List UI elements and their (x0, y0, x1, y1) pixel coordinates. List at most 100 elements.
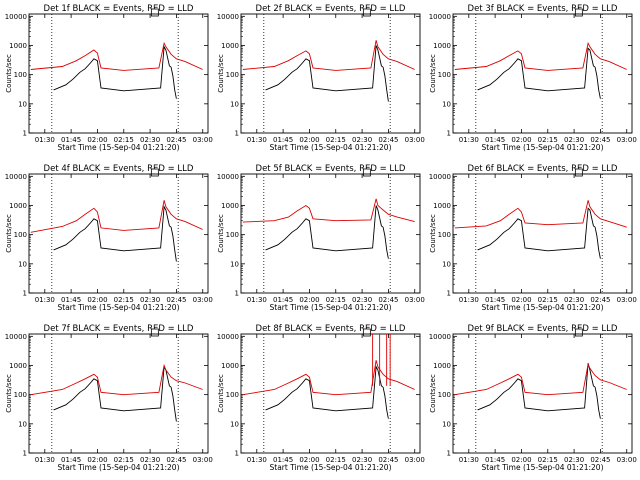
plot-frame (28, 13, 209, 134)
x-tick-label: 02:15 (538, 136, 558, 144)
x-tick-label: 02:15 (538, 296, 558, 304)
x-tick-label: 02:45 (378, 136, 398, 144)
chart-panel: Det 9f BLACK = Events, RED = LLD 1 10 100 10… (429, 324, 637, 472)
x-tick-label: 02:45 (590, 136, 610, 144)
y-axis-label: Counts/sec (217, 214, 225, 253)
chart-panel: Det 5f BLACK = Events, RED = LLD 1 10 100 10… (217, 164, 425, 312)
y-tick-label: 10 (442, 100, 451, 108)
y-axis-label: Counts/sec (429, 54, 437, 93)
y-tick-label: 1 (447, 130, 451, 138)
y-tick-label: 10 (230, 420, 239, 428)
chart-panel: Det 7f BLACK = Events, RED = LLD 1 10 100 10… (5, 324, 213, 472)
x-tick-label: 01:45 (61, 456, 81, 464)
series-lld-line (30, 363, 203, 396)
y-tick-label: 100 (438, 231, 451, 239)
y-tick-label: 1000 (433, 202, 451, 210)
chart-title: Det 3f BLACK = Events, RED = LLD (468, 4, 618, 14)
x-tick-label: 02:45 (378, 296, 398, 304)
series-lld-line (30, 200, 203, 233)
series-events-line (53, 365, 177, 422)
x-tick-label: 03:00 (617, 136, 637, 144)
series-events-line (477, 207, 601, 259)
x-tick-label: 02:45 (590, 456, 610, 464)
marker-box (150, 168, 159, 177)
x-tick-label: 03:00 (405, 296, 425, 304)
plot-frame (452, 13, 633, 134)
y-axis-label: Counts/sec (217, 54, 225, 93)
x-tick-label: 01:30 (459, 296, 479, 304)
y-tick-label: 1 (447, 290, 451, 298)
x-tick-label: 01:30 (247, 296, 267, 304)
x-tick-label: 02:15 (114, 136, 134, 144)
chart-title: Det 7f BLACK = Events, RED = LLD (44, 324, 194, 334)
y-tick-label: 100 (438, 391, 451, 399)
y-tick-label: 100 (226, 71, 239, 79)
x-tick-label: 02:30 (564, 456, 584, 464)
y-tick-label: 100 (438, 71, 451, 79)
y-tick-label: 1000 (221, 42, 239, 50)
x-tick-label: 01:45 (273, 136, 293, 144)
y-tick-label: 10000 (217, 13, 239, 21)
chart-title: Det 2f BLACK = Events, RED = LLD (256, 4, 406, 14)
x-tick-label: 02:30 (352, 136, 372, 144)
y-axis-label: Counts/sec (429, 214, 437, 253)
y-tick-label: 1 (235, 450, 239, 458)
chart-panel: Det 1f BLACK = Events, RED = LLD 1 10 100 10… (5, 4, 213, 152)
series-lld-line (454, 362, 627, 396)
y-tick-label: 10 (442, 260, 451, 268)
y-tick-label: 1 (447, 450, 451, 458)
y-tick-label: 10 (230, 260, 239, 268)
y-axis-label: Counts/sec (429, 374, 437, 413)
chart-title: Det 6f BLACK = Events, RED = LLD (468, 164, 618, 174)
chart-panel: Det 4f BLACK = Events, RED = LLD 1 10 100 10… (5, 164, 213, 312)
chart-title: Det 4f BLACK = Events, RED = LLD (44, 164, 194, 174)
marker-box (362, 8, 371, 17)
x-tick-label: 02:00 (511, 136, 531, 144)
x-tick-label: 02:30 (140, 296, 160, 304)
y-tick-label: 10000 (5, 173, 27, 181)
x-tick-label: 03:00 (193, 456, 213, 464)
y-tick-label: 10 (18, 420, 27, 428)
x-tick-label: 01:45 (273, 296, 293, 304)
y-axis-label: Counts/sec (5, 54, 13, 93)
y-tick-label: 10000 (217, 333, 239, 341)
y-tick-label: 10000 (5, 13, 27, 21)
y-tick-label: 1 (23, 290, 27, 298)
chart-title: Det 9f BLACK = Events, RED = LLD (468, 324, 618, 334)
plot-frame (452, 173, 633, 294)
x-tick-label: 01:45 (61, 296, 81, 304)
y-tick-label: 1000 (221, 362, 239, 370)
x-tick-label: 02:00 (299, 456, 319, 464)
series-events-line (265, 45, 389, 102)
marker-box (150, 328, 159, 337)
y-tick-label: 10000 (429, 173, 451, 181)
y-tick-label: 10 (230, 100, 239, 108)
x-tick-label: 02:00 (87, 296, 107, 304)
plot-frame (452, 333, 633, 454)
x-tick-label: 02:15 (538, 456, 558, 464)
x-axis-label: Start Time (15-Sep-04 01:21:20) (270, 463, 392, 472)
y-tick-label: 1 (235, 130, 239, 138)
y-tick-label: 10000 (5, 333, 27, 341)
y-tick-label: 1000 (433, 42, 451, 50)
x-axis-label: Start Time (15-Sep-04 01:21:20) (482, 303, 604, 312)
x-tick-label: 01:30 (35, 456, 55, 464)
series-events-line (477, 363, 601, 419)
x-tick-label: 01:30 (459, 456, 479, 464)
x-tick-label: 02:45 (378, 456, 398, 464)
plot-frame (28, 173, 209, 294)
x-tick-label: 02:30 (352, 456, 372, 464)
x-tick-label: 02:15 (326, 296, 346, 304)
marker-box (574, 8, 583, 17)
y-tick-label: 1 (23, 130, 27, 138)
chart-panel: Det 3f BLACK = Events, RED = LLD 1 10 100 10… (429, 4, 637, 152)
y-tick-label: 1 (235, 290, 239, 298)
x-tick-label: 03:00 (193, 296, 213, 304)
y-tick-label: 100 (226, 231, 239, 239)
series-events-line (265, 365, 389, 419)
chart-title: Det 8f BLACK = Events, RED = LLD (256, 324, 406, 334)
x-tick-label: 02:30 (140, 136, 160, 144)
series-events-line (53, 45, 177, 99)
x-tick-label: 02:15 (114, 456, 134, 464)
x-tick-label: 03:00 (617, 456, 637, 464)
